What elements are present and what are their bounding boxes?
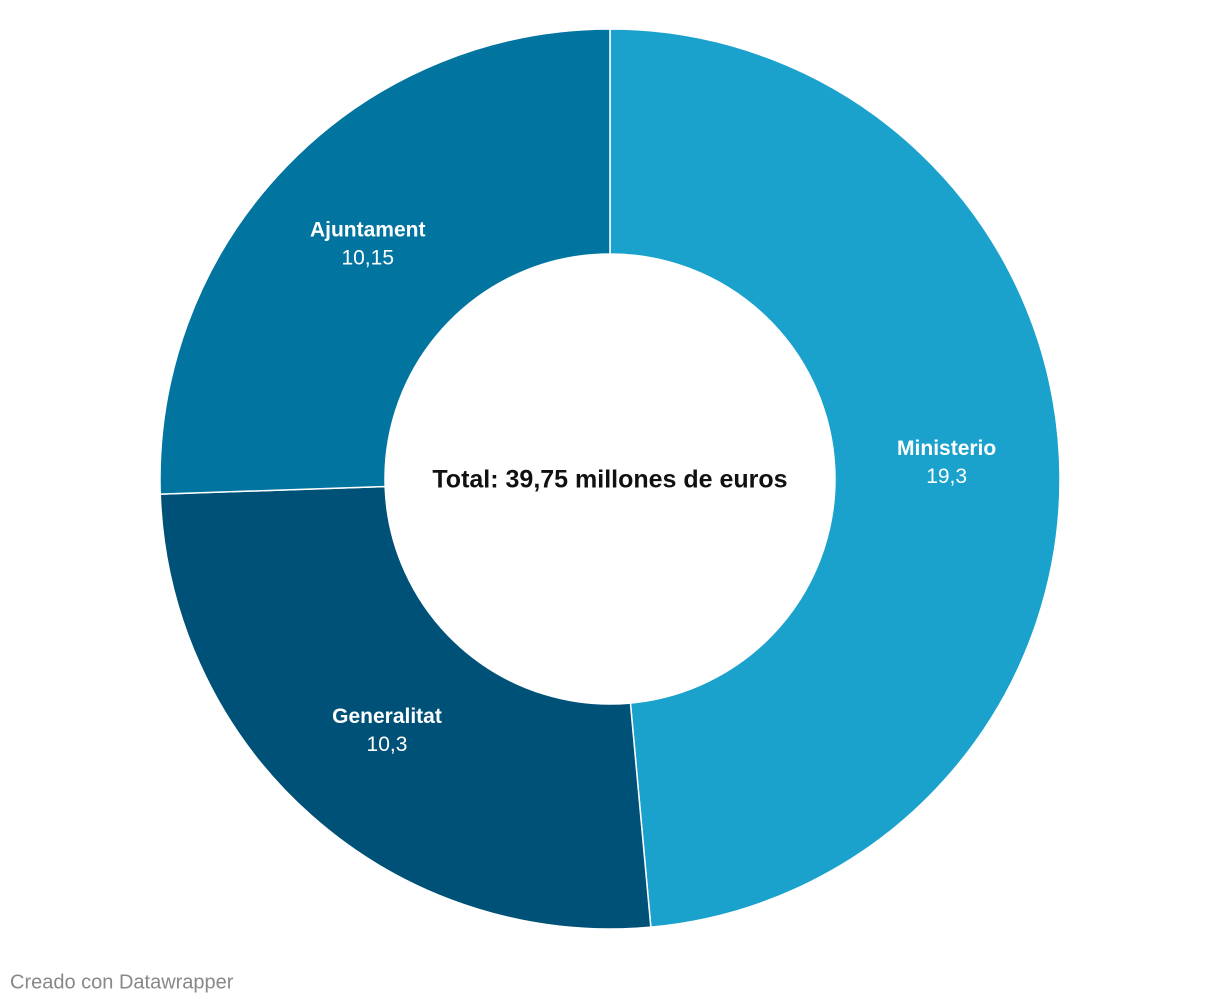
slice bbox=[609, 28, 1061, 928]
value-label: 10,3 bbox=[367, 733, 408, 756]
footer: Creado con Datawrapper bbox=[10, 971, 234, 993]
center-text: Total: 39,75 millones de euros bbox=[432, 466, 787, 494]
value-label: 19,3 bbox=[926, 465, 967, 488]
slice-label: Ajuntament bbox=[310, 218, 426, 241]
slice bbox=[159, 485, 652, 930]
slice-label: Ministerio bbox=[897, 437, 996, 460]
slice-label: Generalitat bbox=[332, 705, 442, 728]
slice bbox=[159, 28, 611, 495]
value-label: 10,15 bbox=[341, 246, 394, 269]
